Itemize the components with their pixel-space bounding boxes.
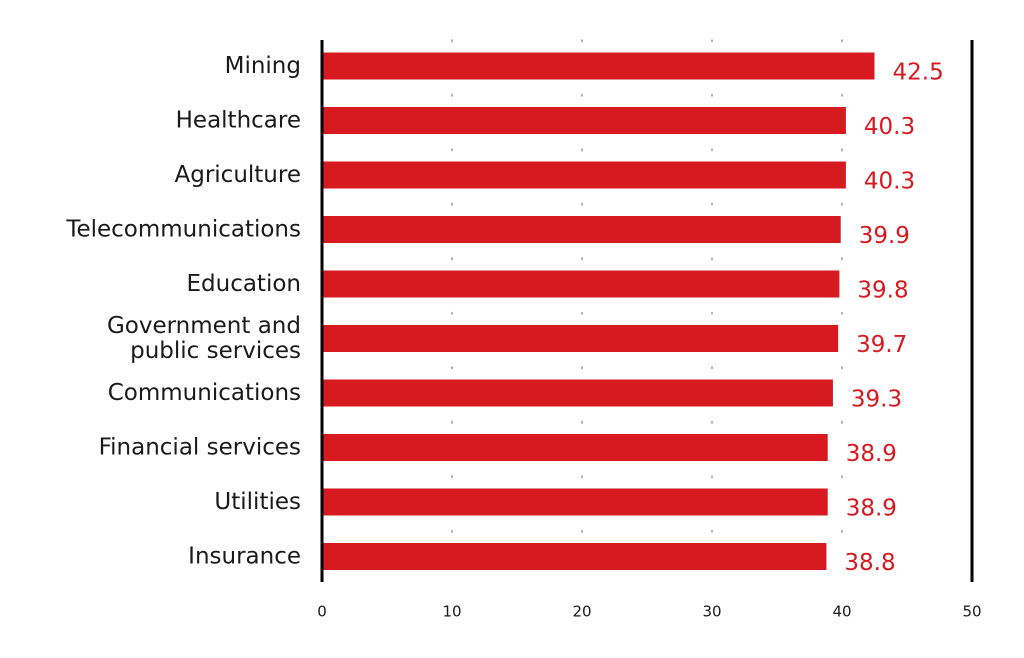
x-tick-label-40: 40 [832, 603, 851, 621]
category-label-line: Utilities [214, 489, 301, 515]
value-label-9: 38.8 [844, 550, 895, 576]
value-label-7: 38.9 [846, 441, 897, 467]
value-label-2: 40.3 [864, 169, 915, 195]
category-label-8: Utilities [214, 489, 301, 515]
x-tick-label-0: 0 [317, 603, 327, 621]
category-label-3: Telecommunications [65, 216, 301, 242]
value-label-1: 40.3 [864, 114, 915, 140]
x-tick-label-10: 10 [442, 603, 461, 621]
category-label-line: Communications [108, 380, 301, 406]
bars [322, 52, 875, 570]
category-label-6: Communications [108, 380, 301, 406]
category-label-line: Education [186, 271, 301, 297]
category-label-line: public services [130, 338, 301, 364]
category-label-2: Agriculture [175, 162, 302, 188]
category-label-line: Agriculture [175, 162, 302, 188]
category-label-line: Government and [107, 313, 301, 339]
bar-6 [322, 379, 833, 407]
bar-1 [322, 107, 846, 134]
value-label-6: 39.3 [851, 387, 902, 413]
bar-2 [322, 161, 846, 189]
bar-5 [322, 325, 839, 352]
value-label-5: 39.7 [856, 332, 907, 358]
x-tick-label-30: 30 [702, 603, 721, 621]
category-label-line: Mining [225, 53, 301, 79]
category-label-line: Telecommunications [65, 216, 301, 242]
bar-9 [322, 543, 827, 570]
axes [320, 40, 974, 582]
bar-8 [322, 488, 828, 516]
category-label-0: Mining [225, 53, 301, 79]
bar-4 [322, 270, 840, 298]
value-label-8: 38.9 [846, 496, 897, 522]
category-label-1: Healthcare [176, 107, 301, 133]
category-label-line: Financial services [99, 434, 301, 460]
category-label-line: Healthcare [176, 107, 301, 133]
x-tick-label-50: 50 [962, 603, 981, 621]
category-label-5: Government and public services [107, 313, 301, 364]
category-label-4: Education [186, 271, 301, 297]
value-label-3: 39.9 [859, 223, 910, 249]
x-tick-label-20: 20 [572, 603, 591, 621]
bar-0 [322, 52, 875, 80]
category-label-7: Financial services [99, 434, 301, 460]
value-label-0: 42.5 [893, 60, 944, 86]
labels: Mining Healthcare Agriculture Telecommunica… [65, 53, 981, 621]
category-label-line: Insurance [188, 543, 301, 569]
value-label-4: 39.8 [857, 278, 908, 304]
bar-3 [322, 216, 841, 243]
category-label-9: Insurance [188, 543, 301, 569]
bar-7 [322, 434, 828, 461]
